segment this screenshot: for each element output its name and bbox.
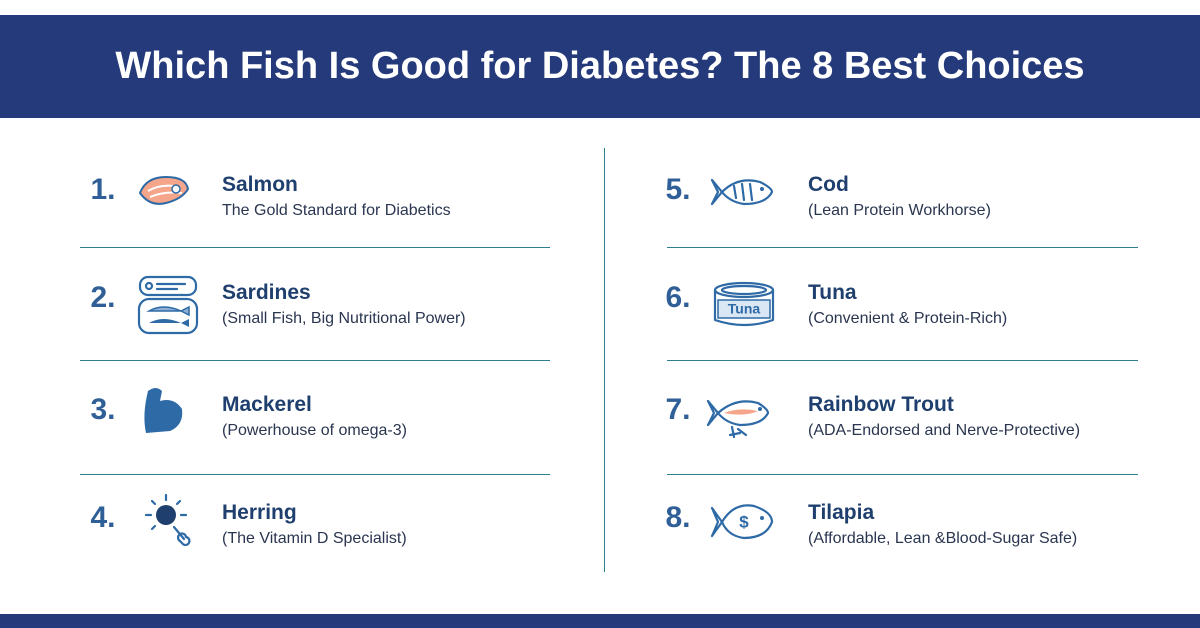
separator	[80, 360, 550, 361]
item-name: Tuna	[808, 281, 857, 304]
footer-band	[0, 614, 1200, 628]
salmon-icon	[138, 175, 190, 205]
item-description: (Convenient & Protein-Rich)	[808, 310, 1008, 327]
item-name: Rainbow Trout	[808, 393, 954, 416]
separator	[667, 474, 1138, 475]
item-description: (Small Fish, Big Nutritional Power)	[222, 310, 466, 327]
tilapia-icon: $	[710, 504, 774, 540]
item-number: 4.	[90, 501, 116, 534]
item-description: The Gold Standard for Diabetics	[222, 202, 451, 219]
item-number: 7.	[665, 393, 691, 426]
title: Which Fish Is Good for Diabetes? The 8 B…	[115, 45, 1085, 87]
cod-icon	[710, 178, 774, 206]
svg-text:$: $	[739, 512, 749, 531]
item-number: 3.	[90, 393, 116, 426]
item-name: Sardines	[222, 281, 311, 304]
item-number: 5.	[665, 173, 691, 206]
sardines-icon	[137, 275, 199, 335]
item-number: 1.	[90, 173, 116, 206]
item-description: (Lean Protein Workhorse)	[808, 202, 991, 219]
item-description: (ADA-Endorsed and Nerve-Protective)	[808, 422, 1081, 439]
separator	[80, 247, 550, 248]
icon-text: Tuna	[728, 301, 761, 317]
item-number: 8.	[665, 501, 691, 534]
column-divider	[604, 148, 605, 572]
item-name: Herring	[222, 501, 297, 524]
item-name: Salmon	[222, 173, 298, 196]
header: Which Fish Is Good for Diabetes? The 8 B…	[0, 15, 1200, 118]
mackerel-icon	[144, 388, 183, 433]
item-description: (The Vitamin D Specialist)	[222, 530, 407, 547]
separator	[667, 247, 1138, 248]
separator	[667, 360, 1138, 361]
item-number: 2.	[90, 281, 116, 314]
item-name: Cod	[808, 173, 849, 196]
herring-icon	[144, 493, 191, 546]
item-name: Mackerel	[222, 393, 312, 416]
item-description: (Powerhouse of omega-3)	[222, 422, 407, 439]
rainbow-trout-icon	[706, 399, 770, 439]
separator	[80, 474, 550, 475]
item-name: Tilapia	[808, 501, 875, 524]
item-number: 6.	[665, 281, 691, 314]
tuna-icon: Tuna	[713, 281, 775, 327]
item-description: (Affordable, Lean &Blood-Sugar Safe)	[808, 530, 1078, 547]
